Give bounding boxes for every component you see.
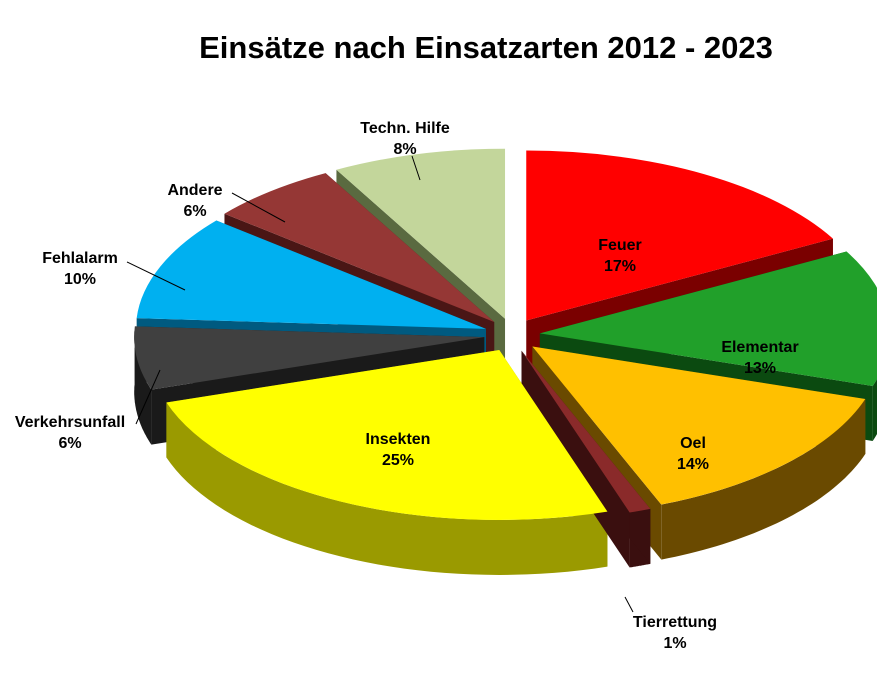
pie-slice-oel <box>532 346 866 505</box>
slice-label-value: 10% <box>64 271 96 288</box>
slice-label-name: Andere <box>167 182 222 199</box>
pie-tops <box>134 148 877 520</box>
slice-label-name: Tierrettung <box>633 614 717 631</box>
pie-slice-feuer <box>526 150 833 321</box>
slice-face-3-1 <box>521 350 630 568</box>
leader-lines <box>126 155 634 613</box>
pie-slice-verkehrsunfall <box>134 326 485 390</box>
slice-label-value: 6% <box>58 435 81 452</box>
slice-label-name: Insekten <box>366 431 431 448</box>
pie-slice-techn-hilfe <box>336 148 506 319</box>
slice-label-name: Verkehrsunfall <box>15 414 125 431</box>
slice-label-value: 1% <box>663 635 686 652</box>
leader-line-3 <box>624 596 634 613</box>
slice-label-name: Elementar <box>721 339 798 356</box>
leader-line-5 <box>135 369 161 425</box>
pie-slice-andere <box>224 173 495 323</box>
slice-wall-2 <box>661 399 866 560</box>
slice-label-value: 6% <box>183 203 206 220</box>
slice-label-value: 25% <box>382 452 414 469</box>
slice-labels: Feuer 17% Elementar 13% Oel 14% Tierrettung 1% I… <box>15 120 799 652</box>
slice-label-value: 17% <box>604 258 636 275</box>
pie-slice-tierrettung <box>521 350 651 513</box>
pie-slice-elementar <box>539 251 877 386</box>
slice-label-name: Fehlalarm <box>42 250 118 267</box>
slice-label-name: Feuer <box>598 237 642 254</box>
slice-label-value: 8% <box>393 141 416 158</box>
leader-line-8 <box>411 155 421 181</box>
slice-label-name: Oel <box>680 435 706 452</box>
slice-wall-1 <box>872 379 877 441</box>
pie-slice-fehlalarm <box>136 220 486 329</box>
slice-label-value: 14% <box>677 456 709 473</box>
slice-label-name: Techn. Hilfe <box>360 120 450 137</box>
slice-wall-4 <box>166 402 608 575</box>
pie-slice-insekten <box>166 349 608 520</box>
leader-line-6 <box>126 261 186 291</box>
chart-title: Einsätze nach Einsatzarten 2012 - 2023 <box>199 30 773 65</box>
leader-line-7 <box>231 192 286 223</box>
slice-wall-5 <box>134 329 152 445</box>
slice-label-value: 13% <box>744 360 776 377</box>
